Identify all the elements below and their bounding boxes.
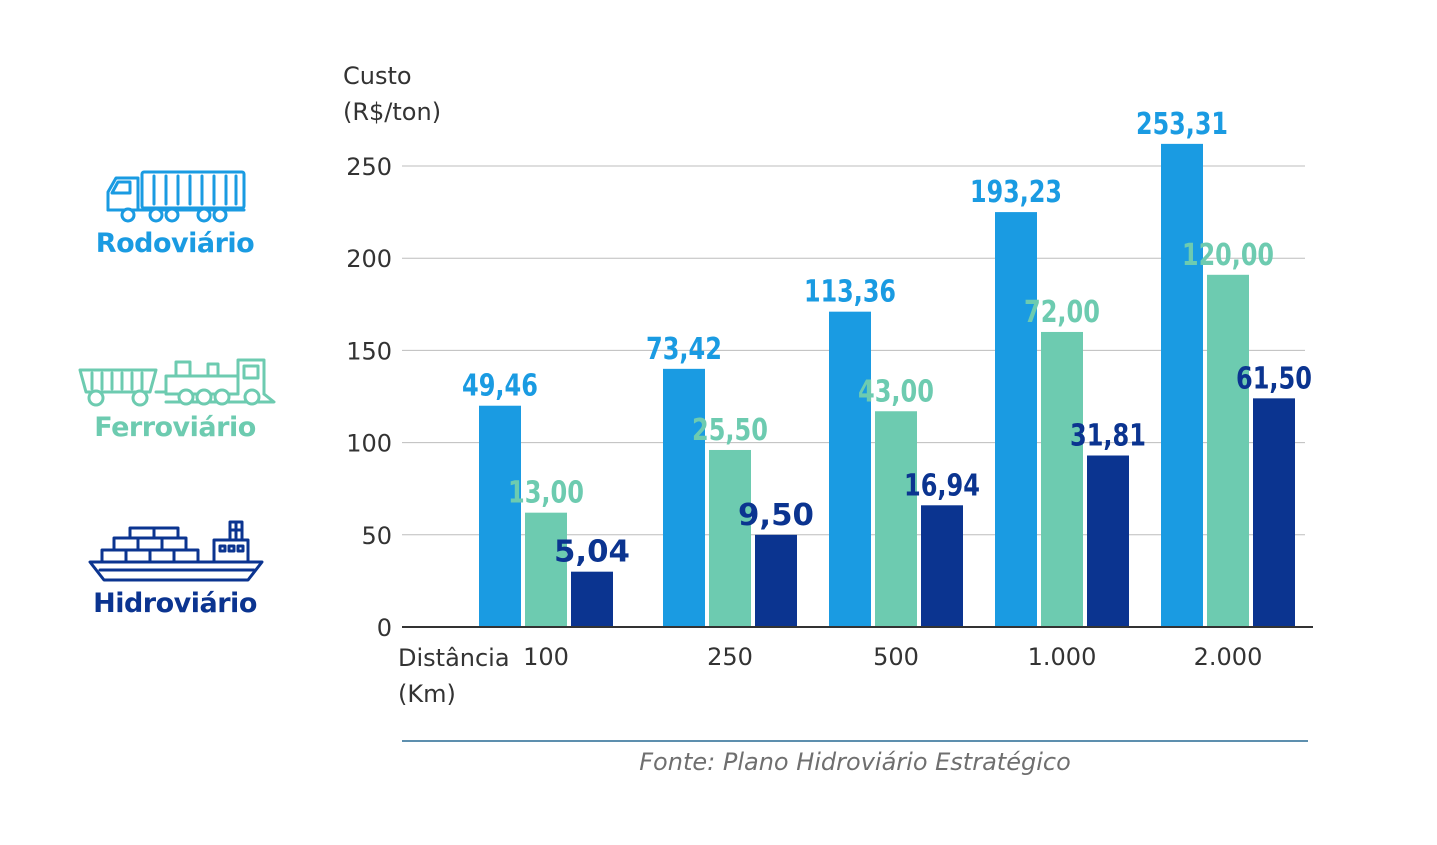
x-tick-label: 1.000 [1028,643,1097,671]
data-label: 31,81 [1070,419,1146,454]
bar [1207,274,1249,627]
bar [1087,455,1129,627]
data-label: 43,00 [858,374,934,409]
bars [479,143,1295,627]
data-label: 5,04 [554,535,630,570]
legend-item-hidroviario: Hidroviário [90,588,260,619]
legend-label: Hidroviário [93,588,257,619]
data-label: 49,46 [462,369,538,404]
legend-item-rodoviario: Rodoviário [90,228,260,259]
data-label: 25,50 [692,413,768,448]
bar [829,311,871,627]
data-label: 9,50 [738,498,814,533]
x-tick-label: 250 [707,643,753,671]
y-tick-label: 50 [361,522,392,550]
axis-ticks: 0 50 100 150 200 250 100 250 500 1.000 2.000 [346,153,1262,671]
source-note: Fonte: Plano Hidroviário Estratégico [639,748,1071,776]
bar [479,405,521,627]
bar [995,212,1037,627]
train-icon [78,358,276,407]
data-label: 16,94 [904,468,980,503]
legend-item-ferroviario: Ferroviário [90,412,260,443]
data-label: 73,42 [646,332,722,367]
x-tick-label: 100 [523,643,569,671]
bar [663,368,705,627]
bar [709,449,751,627]
x-tick-label: 500 [873,643,919,671]
footer-divider [402,740,1308,742]
y-tick-label: 100 [346,430,392,458]
bar [921,505,963,627]
x-axis-label: Distância (Km) [398,640,510,712]
data-label: 253,31 [1136,107,1228,142]
bar [875,411,917,627]
data-label: 13,00 [508,476,584,511]
y-tick-label: 0 [377,614,392,642]
data-label: 61,50 [1236,361,1312,396]
bar [571,571,613,627]
legend-label: Rodoviário [95,228,255,259]
y-axis-label-line: Custo [343,62,412,90]
data-labels: 49,46 13,00 5,04 73,42 25,50 9,50 113,36 43,00 1… [462,107,1312,570]
legend-label: Ferroviário [94,412,256,443]
data-label: 193,23 [970,175,1062,210]
ship-icon [88,520,264,582]
x-axis-label-line: (Km) [398,680,456,708]
x-axis-label-line: Distância [398,644,510,672]
bar [1041,331,1083,627]
data-label: 72,00 [1024,295,1100,330]
data-label: 113,36 [804,275,896,310]
y-tick-label: 200 [346,245,392,273]
bar [1161,143,1203,627]
x-tick-label: 2.000 [1194,643,1263,671]
bar [525,512,567,627]
bar [1253,398,1295,627]
y-axis-label-line: (R$/ton) [343,98,442,126]
y-axis-label: Custo (R$/ton) [343,58,441,130]
y-tick-label: 250 [346,153,392,181]
data-label: 120,00 [1182,238,1274,273]
y-tick-label: 150 [346,337,392,365]
truck-icon [106,170,246,223]
bar [755,534,797,627]
